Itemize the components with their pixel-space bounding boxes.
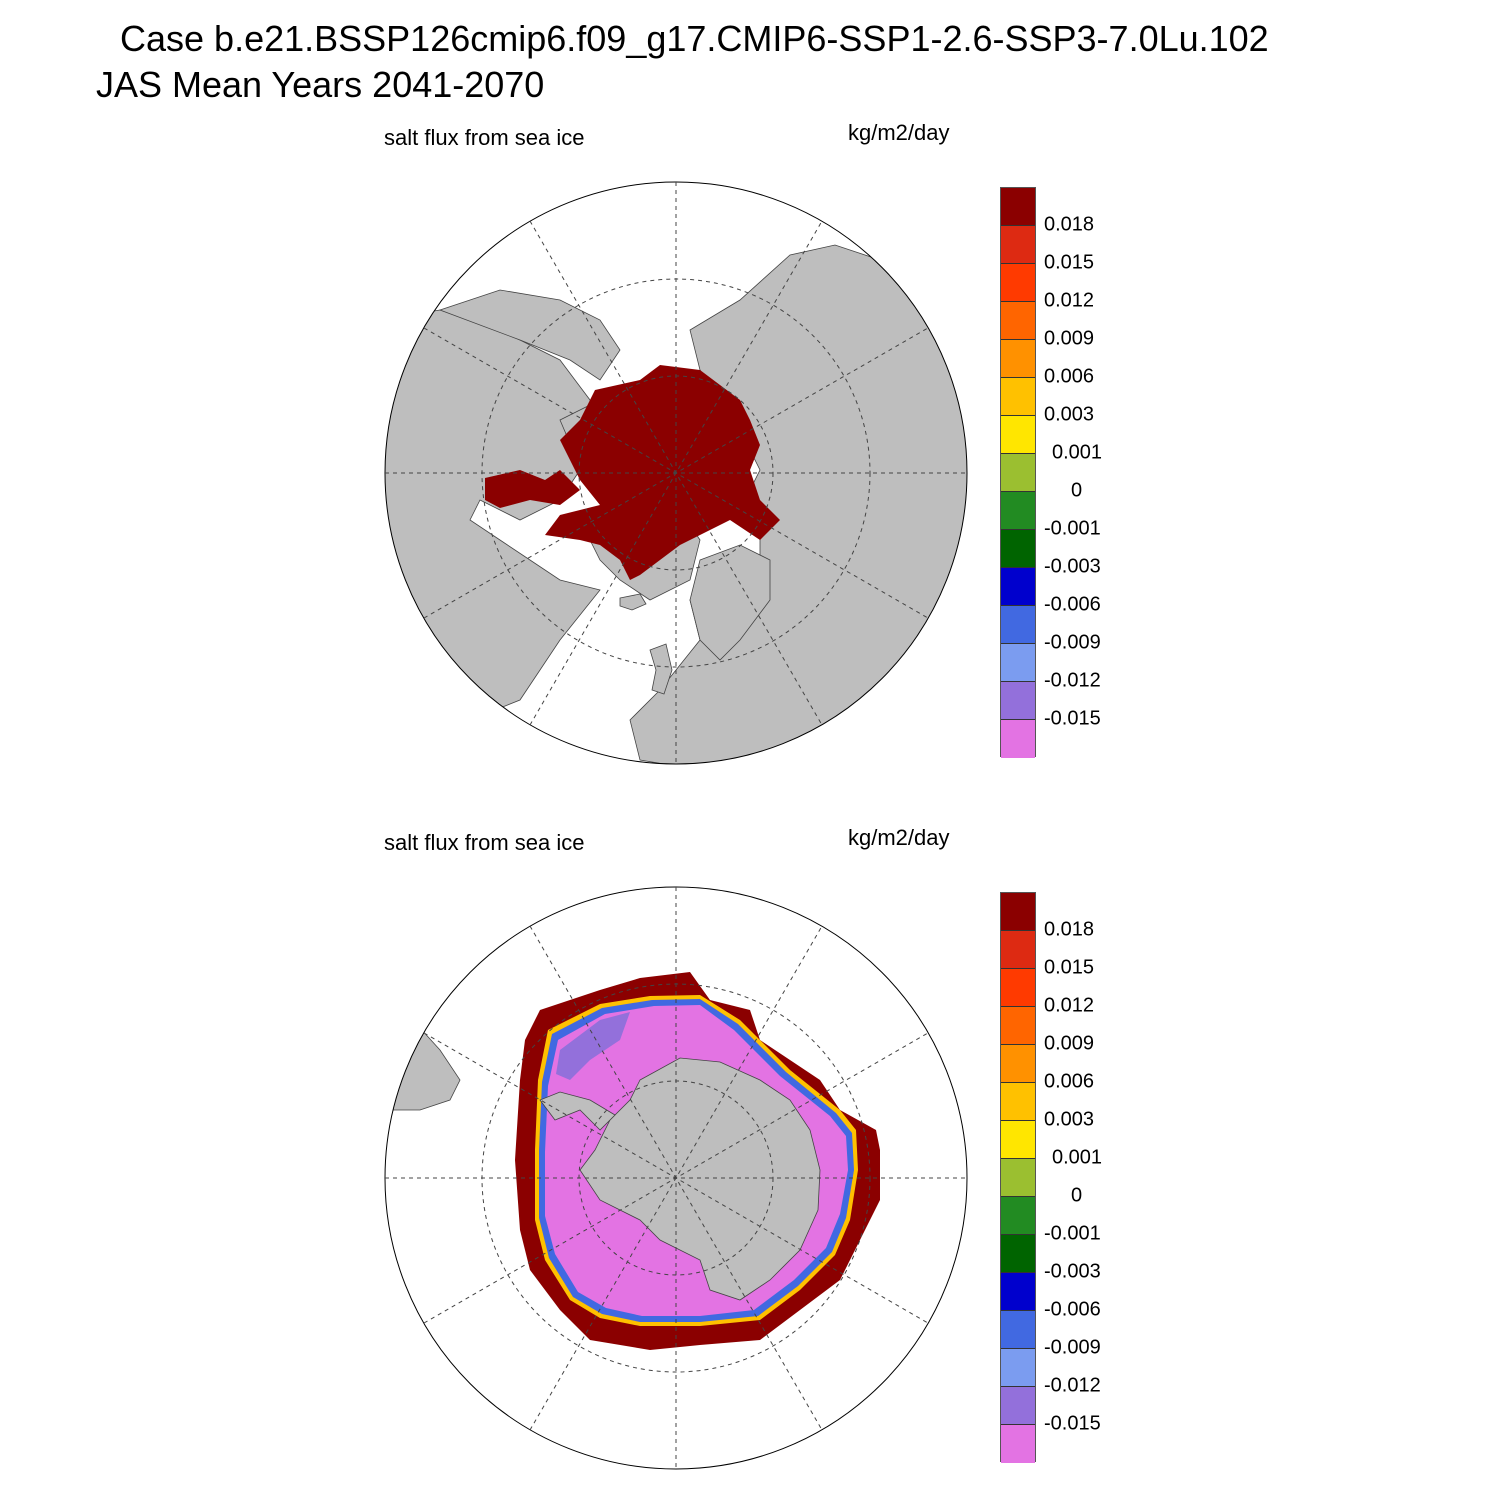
south-colorbar-segment bbox=[1001, 1273, 1035, 1311]
south-colorbar-label: 0.015 bbox=[1044, 956, 1095, 979]
south-colorbar-label: -0.003 bbox=[1044, 1260, 1101, 1283]
north-sea-ice-hudson bbox=[485, 470, 580, 508]
south-colorbar-segment bbox=[1001, 1235, 1035, 1273]
south-colorbar-label: 0.018 bbox=[1044, 918, 1095, 941]
north-colorbar-label: 0.006 bbox=[1044, 365, 1095, 388]
south-colorbar-segment bbox=[1001, 1349, 1035, 1387]
north-colorbar-segment bbox=[1001, 302, 1035, 340]
south-ice-purple-patch bbox=[556, 1012, 630, 1080]
north-colorbar-segment bbox=[1001, 188, 1035, 226]
south-colorbar-label: 0 bbox=[1071, 1184, 1083, 1207]
panel-units-north: kg/m2/day bbox=[848, 120, 950, 145]
south-colorbar-label: 0.012 bbox=[1044, 994, 1095, 1017]
south-colorbar-segment bbox=[1001, 1197, 1035, 1235]
south-colorbar-label: -0.012 bbox=[1044, 1374, 1101, 1397]
north-colorbar-label: 0.001 bbox=[1052, 441, 1103, 464]
north-colorbar-segment bbox=[1001, 378, 1035, 416]
case-title: Case b.e21.BSSP126cmip6.f09_g17.CMIP6-SS… bbox=[120, 18, 1269, 59]
south-colorbar-segment bbox=[1001, 1311, 1035, 1349]
south-colorbar-segment bbox=[1001, 1387, 1035, 1425]
south-colorbar-label: 0.006 bbox=[1044, 1070, 1095, 1093]
south-colorbar-label: -0.009 bbox=[1044, 1336, 1101, 1359]
north-colorbar-label: 0.012 bbox=[1044, 289, 1095, 312]
mean-title: JAS Mean Years 2041-2070 bbox=[96, 64, 545, 105]
north-colorbar-label: -0.012 bbox=[1044, 669, 1101, 692]
south-colorbar-segment bbox=[1001, 1159, 1035, 1197]
north-colorbar-label: 0.009 bbox=[1044, 327, 1095, 350]
north-colorbar-label: 0.018 bbox=[1044, 213, 1095, 236]
panel-title-south: salt flux from sea ice bbox=[384, 830, 585, 855]
south-colorbar-segment bbox=[1001, 1083, 1035, 1121]
north-land-scandinavia bbox=[689, 544, 771, 661]
north-colorbar bbox=[1000, 187, 1036, 758]
south-land-antarctica bbox=[579, 1057, 821, 1301]
panel-title-north: salt flux from sea ice bbox=[384, 125, 585, 150]
north-colorbar-segment bbox=[1001, 682, 1035, 720]
north-colorbar-segment bbox=[1001, 492, 1035, 530]
south-colorbar-segment bbox=[1001, 931, 1035, 969]
north-colorbar-label: -0.015 bbox=[1044, 707, 1101, 730]
south-land-peninsula bbox=[539, 1091, 616, 1131]
south-colorbar-segment bbox=[1001, 893, 1035, 931]
south-colorbar-segment bbox=[1001, 1425, 1035, 1463]
north-graticule bbox=[385, 182, 967, 764]
north-land-uk bbox=[649, 643, 673, 695]
south-colorbar-segment bbox=[1001, 969, 1035, 1007]
north-colorbar-segment bbox=[1001, 530, 1035, 568]
south-colorbar-label: 0.009 bbox=[1044, 1032, 1095, 1055]
south-colorbar-segment bbox=[1001, 1007, 1035, 1045]
north-colorbar-label: -0.001 bbox=[1044, 517, 1101, 540]
north-colorbar-segment bbox=[1001, 340, 1035, 378]
north-colorbar-label: -0.006 bbox=[1044, 593, 1101, 616]
south-colorbar-label: 0.003 bbox=[1044, 1108, 1095, 1131]
north-colorbar-segment bbox=[1001, 644, 1035, 682]
south-colorbar bbox=[1000, 892, 1036, 1463]
north-colorbar-segment bbox=[1001, 454, 1035, 492]
north-colorbar-label: -0.003 bbox=[1044, 555, 1101, 578]
north-colorbar-segment bbox=[1001, 568, 1035, 606]
north-colorbar-label: 0.015 bbox=[1044, 251, 1095, 274]
north-colorbar-segment bbox=[1001, 720, 1035, 758]
north-colorbar-label: -0.009 bbox=[1044, 631, 1101, 654]
north-colorbar-segment bbox=[1001, 226, 1035, 264]
south-colorbar-label: 0.001 bbox=[1052, 1146, 1103, 1169]
north-land-iceland bbox=[619, 593, 647, 611]
south-colorbar-segment bbox=[1001, 1045, 1035, 1083]
north-colorbar-segment bbox=[1001, 264, 1035, 302]
north-colorbar-label: 0 bbox=[1071, 479, 1083, 502]
south-colorbar-label: -0.001 bbox=[1044, 1222, 1101, 1245]
south-colorbar-label: -0.006 bbox=[1044, 1298, 1101, 1321]
north-sea-ice bbox=[545, 365, 780, 580]
north-colorbar-segment bbox=[1001, 416, 1035, 454]
north-land-alaska bbox=[438, 289, 621, 381]
panel-units-south: kg/m2/day bbox=[848, 825, 950, 850]
south-graticule bbox=[385, 887, 967, 1469]
south-colorbar-segment bbox=[1001, 1121, 1035, 1159]
north-colorbar-segment bbox=[1001, 606, 1035, 644]
north-colorbar-label: 0.003 bbox=[1044, 403, 1095, 426]
south-colorbar-label: -0.015 bbox=[1044, 1412, 1101, 1435]
